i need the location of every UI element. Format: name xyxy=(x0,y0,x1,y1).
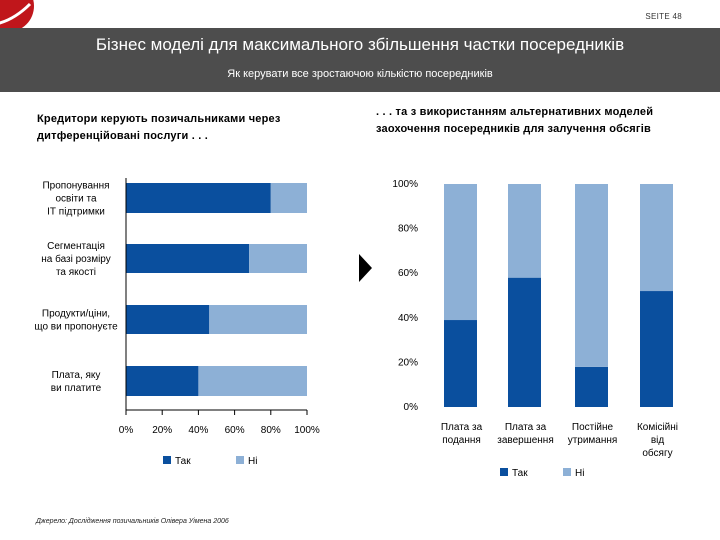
category-label: Плата, яку xyxy=(52,370,101,381)
company-logo xyxy=(0,0,34,32)
category-label: Сегментація xyxy=(47,241,105,252)
legend-label-yes: Так xyxy=(175,456,191,467)
bar-yes-3 xyxy=(126,366,199,396)
category-label: утримання xyxy=(568,435,618,446)
y-tick-label: 80% xyxy=(398,224,418,235)
category-label: Плата за xyxy=(505,422,547,433)
category-label: та якості xyxy=(56,267,96,278)
bar-no-3 xyxy=(198,366,307,396)
bar-yes-0 xyxy=(126,183,271,213)
category-label: Постійне xyxy=(572,422,614,433)
bar-no-0 xyxy=(444,184,477,321)
bar-no-1 xyxy=(508,184,541,278)
bar-yes-2 xyxy=(126,305,210,334)
bar-no-2 xyxy=(575,184,608,367)
legend-label-no: Ні xyxy=(248,456,257,467)
legend-swatch-no xyxy=(236,456,244,464)
x-tick-label: 100% xyxy=(294,425,320,436)
category-label: Пропонування xyxy=(42,181,109,192)
bar-no-2 xyxy=(209,305,307,334)
y-tick-label: 20% xyxy=(398,357,418,368)
legend-label-no: Ні xyxy=(575,468,584,479)
bar-yes-0 xyxy=(444,320,477,407)
source-note: Джерело: Дослідження позичальників Оліве… xyxy=(36,518,229,525)
category-label: на базі розміру xyxy=(41,253,111,265)
bar-yes-2 xyxy=(575,366,608,407)
x-tick-label: 80% xyxy=(261,425,281,436)
left-bar-chart: Пропонування освіти та ІТ підтримки Сегмент… xyxy=(34,178,320,467)
x-tick-label: 60% xyxy=(225,425,245,436)
bar-no-0 xyxy=(270,183,307,213)
right-heading: . . . та з використанням альтернативних … xyxy=(376,106,654,135)
category-label: Комісійні xyxy=(637,422,678,433)
x-tick-label: 20% xyxy=(152,425,172,436)
left-heading: Кредитори керують позичальниками через д… xyxy=(37,113,281,142)
category-label: освіти та xyxy=(55,194,97,205)
bar-no-3 xyxy=(640,184,673,292)
category-label: Плата за xyxy=(441,422,483,433)
legend-swatch-yes xyxy=(500,468,508,476)
x-tick-label: 0% xyxy=(119,425,134,436)
logo-swoosh xyxy=(0,2,32,25)
bar-yes-1 xyxy=(508,277,541,407)
category-label: ви платите xyxy=(51,383,102,394)
legend-swatch-yes xyxy=(163,456,171,464)
arrow-right-icon xyxy=(359,254,372,282)
page-subtitle: Як керувати все зростаючою кількістю пос… xyxy=(227,68,493,80)
bar-yes-1 xyxy=(126,244,250,273)
right-bar-chart: 0% 20% 40% 60% 80% 100% Плата за подання Плата з… xyxy=(392,179,678,479)
category-label: ІТ підтримки xyxy=(47,207,105,218)
legend-label-yes: Так xyxy=(512,468,528,479)
category-label: подання xyxy=(442,435,481,446)
category-label: Продукти/ціни, xyxy=(42,309,110,320)
y-tick-label: 40% xyxy=(398,313,418,324)
bar-no-1 xyxy=(249,244,307,273)
page-number: SEITE 48 xyxy=(645,12,682,21)
bar-yes-3 xyxy=(640,291,673,407)
category-label: що ви пропонуєте xyxy=(34,322,118,333)
y-tick-label: 100% xyxy=(392,179,418,190)
page-title: Бізнес моделі для максимального збільшен… xyxy=(95,35,625,54)
legend-swatch-no xyxy=(563,468,571,476)
category-label: від xyxy=(651,435,665,446)
category-label: завершення xyxy=(497,435,554,446)
x-tick-label: 40% xyxy=(188,425,208,436)
y-tick-label: 60% xyxy=(398,268,418,279)
category-label: обсягу xyxy=(642,447,672,459)
title-banner xyxy=(0,28,720,92)
y-tick-label: 0% xyxy=(404,402,419,413)
